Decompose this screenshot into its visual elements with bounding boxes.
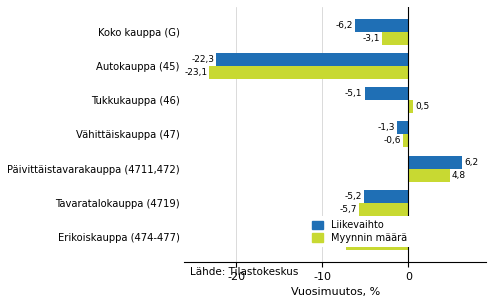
Text: -23,1: -23,1 (184, 68, 207, 77)
Text: -7,3: -7,3 (326, 239, 344, 248)
Bar (403, 134, 409, 147)
Text: 0,5: 0,5 (415, 102, 429, 111)
Bar (355, 19, 409, 32)
Text: Lähde: Tilastokeskus: Lähde: Tilastokeskus (190, 267, 299, 277)
Bar (409, 169, 450, 182)
Text: -5,2: -5,2 (344, 192, 361, 201)
Text: -0,6: -0,6 (384, 136, 401, 145)
Bar (397, 121, 409, 134)
Bar (409, 156, 462, 169)
Legend: Liikevaihto, Myynnin määrä: Liikevaihto, Myynnin määrä (308, 216, 411, 247)
Text: -3,1: -3,1 (362, 33, 380, 43)
Text: 4,8: 4,8 (452, 171, 466, 180)
Text: -6,2: -6,2 (336, 21, 353, 29)
Bar (346, 237, 409, 250)
Bar (364, 190, 409, 203)
Text: -5,7: -5,7 (340, 205, 357, 214)
Bar (359, 203, 409, 216)
Text: -5,1: -5,1 (345, 89, 362, 98)
Text: -22,3: -22,3 (191, 55, 214, 64)
Text: 6,2: 6,2 (464, 157, 478, 167)
Text: -1,3: -1,3 (378, 123, 395, 132)
Bar (210, 66, 409, 79)
Bar (382, 32, 409, 45)
Bar (216, 53, 409, 66)
Bar (329, 224, 409, 237)
Bar (364, 87, 409, 100)
X-axis label: Vuosimuutos, %: Vuosimuutos, % (290, 287, 380, 297)
Text: -9,2: -9,2 (310, 226, 327, 235)
Bar (409, 100, 413, 113)
